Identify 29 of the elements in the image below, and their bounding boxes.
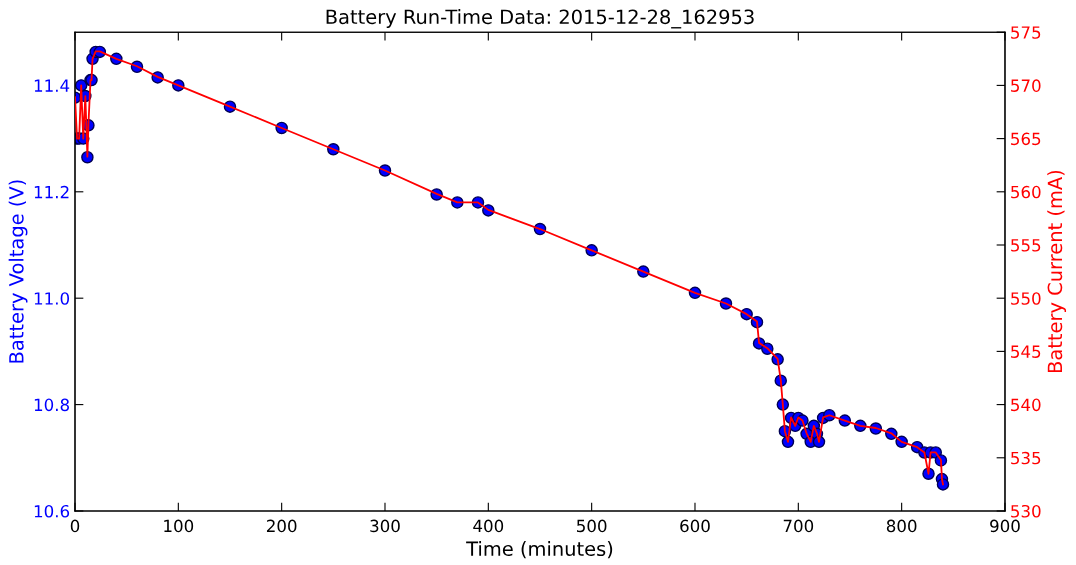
y2-tick-label: 540 [1011, 398, 1041, 412]
y2-tick-label: 570 [1011, 79, 1041, 92]
chart-title: Battery Run-Time Data: 2015-12-28_162953 [326, 9, 754, 29]
x-tick-label: 900 [990, 519, 1020, 533]
x-tick-label: 200 [266, 519, 297, 533]
x-tick-label: 700 [783, 519, 814, 533]
y2-axis-title: Battery Current (mA) [1047, 170, 1067, 373]
y-axis-title: Battery Voltage (V) [8, 180, 28, 363]
y2-tick-label: 535 [1011, 451, 1041, 465]
x-tick-label: 500 [577, 519, 607, 533]
y2-tick-label: 545 [1011, 345, 1041, 358]
y2-tick-label: 565 [1011, 132, 1041, 146]
y2-tick-label: 550 [1011, 292, 1041, 305]
y-tick-label: 11.4 [34, 79, 70, 92]
x-tick-label: 600 [680, 519, 710, 533]
y-tick-label: 11.0 [34, 292, 70, 305]
y2-tick-label: 560 [1011, 185, 1041, 199]
x-axis-title: Time (minutes) [466, 541, 613, 559]
y2-tick-label: 530 [1011, 504, 1041, 518]
y-tick-label: 11.2 [34, 185, 69, 199]
x-tick-label: 400 [473, 519, 504, 533]
y-tick-label: 10.6 [34, 504, 70, 518]
x-tick-label: 300 [370, 519, 400, 533]
x-tick-label: 0 [70, 519, 80, 533]
y2-tick-label: 555 [1011, 239, 1041, 252]
y2-tick-label: 575 [1011, 26, 1041, 39]
x-tick-label: 100 [164, 519, 194, 533]
y-tick-label: 10.8 [34, 398, 69, 412]
x-tick-label: 800 [886, 519, 917, 533]
